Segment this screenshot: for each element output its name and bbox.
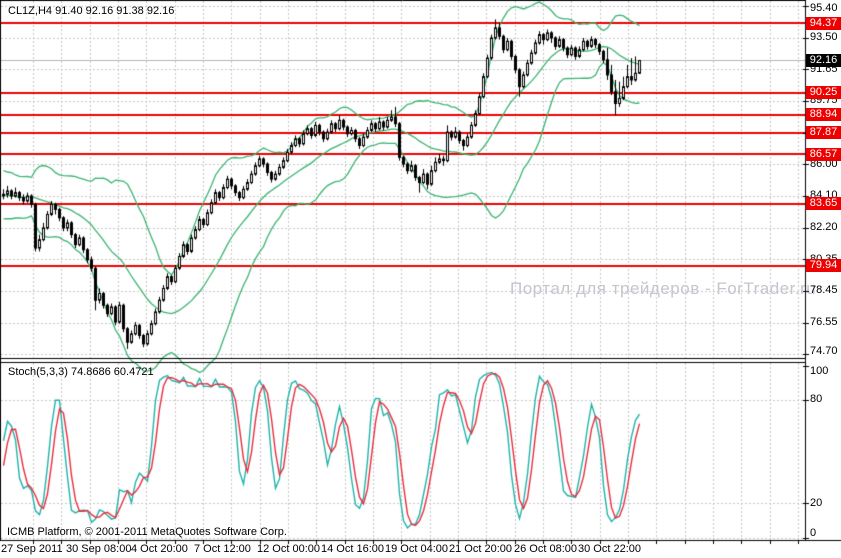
price-axis-label: 82.20 <box>810 221 838 234</box>
price-axis-label: 74.70 <box>810 344 838 357</box>
price-axis-label: 76.55 <box>810 316 838 329</box>
platform-copyright: ICMB Platform, © 2001-2011 MetaQuotes So… <box>7 526 287 538</box>
price-axis-label: 93.50 <box>810 31 838 44</box>
price-level-badge: 88.94 <box>806 108 841 122</box>
stoch-axis-label: 0 <box>810 527 817 539</box>
stoch-axis-label: 80 <box>810 393 823 406</box>
time-axis-label: 27 Sep 2011 <box>1 543 63 555</box>
price-level-badge: 90.25 <box>806 86 841 100</box>
price-axis-label: 78.45 <box>810 284 838 297</box>
time-axis-label: 30 Sep 08:00 <box>66 543 132 555</box>
price-level-badge: 83.65 <box>806 197 841 211</box>
time-axis-label: 7 Oct 12:00 <box>194 543 251 555</box>
time-axis-label: 30 Oct 22:00 <box>578 543 641 555</box>
current-price-badge: 92.16 <box>806 53 841 67</box>
time-axis-label: 19 Oct 04:00 <box>385 543 448 555</box>
stoch-axis-label: 100 <box>810 365 829 377</box>
price-level-badge: 86.57 <box>806 147 841 161</box>
time-axis-label: 4 Oct 20:00 <box>131 543 188 555</box>
time-axis-label: 26 Oct 08:00 <box>514 543 577 555</box>
price-axis-label: 95.40 <box>810 1 838 14</box>
time-axis-label: 21 Oct 20:00 <box>449 543 512 555</box>
stoch-axis-label: 20 <box>810 496 823 509</box>
stochastic-indicator-label: Stoch(5,3,3) 74.8686 60.4721 <box>8 366 154 378</box>
symbol-ohlc-title: CL1Z,H4 91.40 92.16 91.38 92.16 <box>8 5 175 17</box>
price-level-badge: 79.94 <box>806 259 841 273</box>
time-axis-label: 12 Oct 00:00 <box>257 543 320 555</box>
price-level-badge: 94.37 <box>806 16 841 30</box>
price-level-badge: 87.87 <box>806 126 841 140</box>
time-axis-label: 14 Oct 16:00 <box>321 543 384 555</box>
